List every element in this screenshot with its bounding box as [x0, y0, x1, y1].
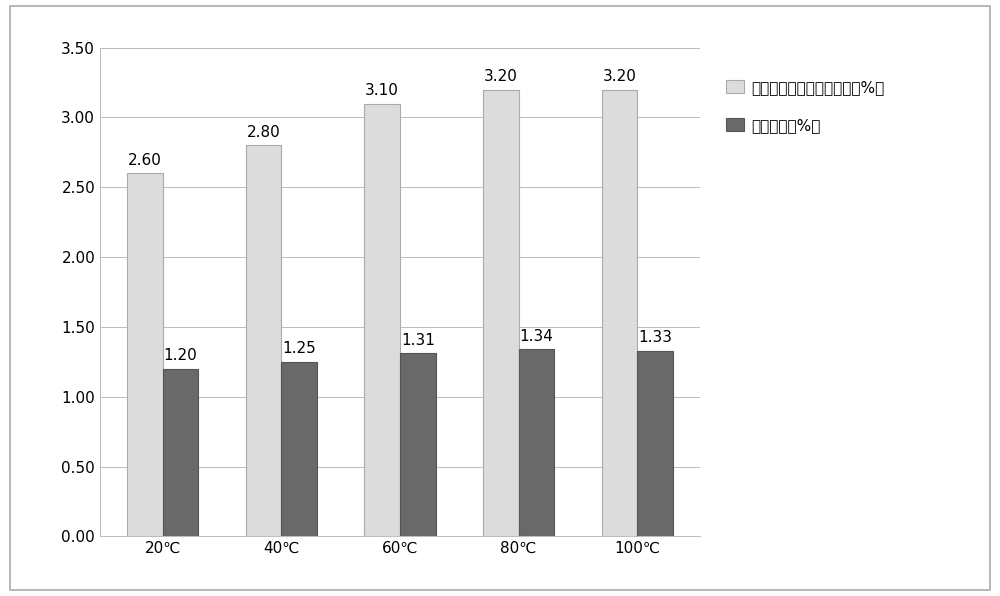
Text: 3.20: 3.20: [484, 69, 518, 84]
Legend: 对甲氧基肉桂酸乙酯含量（%）, 龙脑含量（%）: 对甲氧基肉桂酸乙酯含量（%）, 龙脑含量（%）: [726, 80, 885, 133]
Text: 1.33: 1.33: [638, 330, 672, 345]
Text: 1.34: 1.34: [519, 329, 553, 344]
Bar: [281, 362, 317, 536]
Bar: [400, 353, 436, 536]
Bar: [163, 369, 198, 536]
Text: 2.60: 2.60: [128, 153, 162, 167]
Text: 1.25: 1.25: [282, 342, 316, 356]
Bar: [483, 89, 519, 536]
Text: 3.20: 3.20: [602, 69, 636, 84]
Bar: [602, 89, 637, 536]
Text: 1.31: 1.31: [401, 333, 435, 348]
Bar: [246, 145, 281, 536]
Text: 1.20: 1.20: [164, 348, 198, 363]
Bar: [364, 104, 400, 536]
Text: 2.80: 2.80: [247, 125, 281, 140]
Bar: [637, 350, 673, 536]
Bar: [127, 173, 163, 536]
Text: 3.10: 3.10: [365, 83, 399, 98]
Bar: [519, 349, 554, 536]
